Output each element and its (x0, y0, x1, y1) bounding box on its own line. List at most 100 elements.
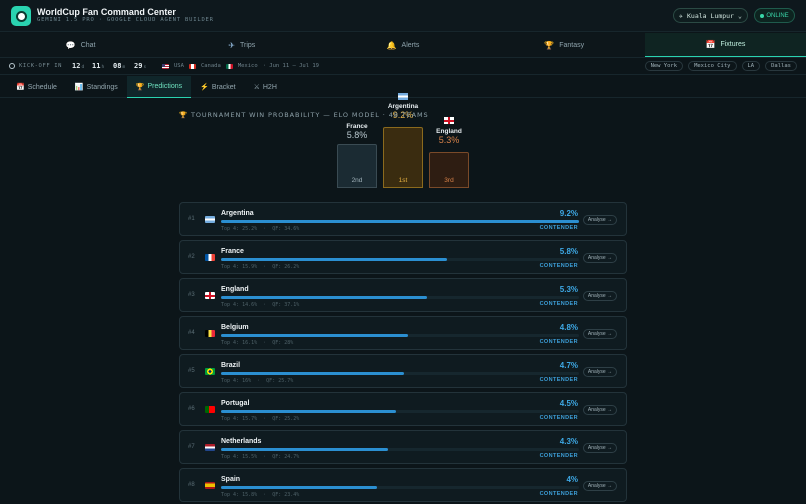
host-countries: USA Canada Mexico · Jun 11 – Jul 19 (162, 63, 319, 69)
probability-bar-track (221, 372, 579, 375)
team-rank: #6 (188, 406, 195, 412)
analyse-button[interactable]: Analyse → (583, 443, 617, 453)
tab-fixtures[interactable]: 📅 Fixtures (644, 33, 806, 57)
tournament-dates: · Jun 11 – Jul 19 (262, 63, 319, 69)
chat-icon: 💬 (65, 40, 76, 50)
bell-icon: 🔔 (386, 40, 397, 50)
subtab-label: Standings (86, 83, 118, 91)
analyse-button[interactable]: Analyse → (583, 291, 617, 301)
probability-bar-track (221, 334, 579, 337)
portugal-flag-icon (205, 406, 215, 413)
analyse-button[interactable]: Analyse → (583, 405, 617, 415)
subtab-label: H2H (262, 83, 277, 91)
team-rank: #5 (188, 368, 195, 374)
team-status-badge: CONTENDER (539, 415, 578, 421)
subtab-h2h[interactable]: ⚔ H2H (245, 76, 286, 98)
probability-bar-fill (221, 486, 377, 489)
app-subtitle: GEMINI 1.5 PRO · GOOGLE CLOUD AGENT BUIL… (37, 17, 214, 23)
team-win-probability: 9.2% (559, 209, 578, 218)
subtab-bracket[interactable]: ⚡ Bracket (191, 76, 244, 98)
city-dallas[interactable]: Dallas (765, 61, 797, 71)
airplane-icon: ✈ (228, 40, 235, 50)
team-name: Netherlands (221, 438, 262, 445)
podium-bar-third: 3rd (429, 152, 469, 188)
tab-label: Fixtures (720, 41, 746, 48)
tab-label: Chat (80, 41, 96, 49)
countdown-bar: KICK-OFF IN 12d 11h 08m 29s USA Canada M… (0, 59, 806, 75)
podium: France 5.8% 2nd Argentina 9.2% 1st Engla… (0, 0, 806, 200)
france-flag-icon (205, 254, 215, 261)
team-row: #1 Argentina 9.2% Top 4: 25.2% · QF: 34.6% C… (179, 202, 627, 236)
app-title: WorldCup Fan Command Center (37, 7, 176, 17)
subtab-label: Bracket (211, 83, 236, 91)
location-selector[interactable]: ✈ Kuala Lumpur ⌄ (673, 8, 748, 23)
countdown-days: 12d (72, 62, 85, 70)
podium-pct: 5.8% (346, 130, 368, 140)
soccer-ball-icon (9, 63, 15, 69)
probability-bar-fill (221, 372, 404, 375)
team-name: Belgium (221, 324, 249, 331)
subtab-label: Predictions (147, 83, 183, 90)
team-win-probability: 4.3% (559, 437, 578, 446)
probability-bar-track (221, 448, 579, 451)
probability-bar-track (221, 410, 579, 413)
team-win-probability: 5.8% (559, 247, 578, 256)
analyse-button[interactable]: Analyse → (583, 329, 617, 339)
spain-flag-icon (205, 482, 215, 489)
tab-fantasy[interactable]: 🏆 Fantasy (484, 33, 645, 57)
analyse-button[interactable]: Analyse → (583, 253, 617, 263)
analyse-button[interactable]: Analyse → (583, 481, 617, 491)
subtab-predictions[interactable]: 🏆 Predictions (126, 76, 192, 98)
probability-bar-track (221, 296, 579, 299)
trophy-icon: 🏆 (135, 83, 145, 91)
team-row: #7 Netherlands 4.3% Top 4: 15.5% · QF: 24.7… (179, 430, 627, 464)
team-odds-meta: Top 4: 15.5% · QF: 24.7% (221, 454, 300, 460)
city-mexico-city[interactable]: Mexico City (688, 61, 737, 71)
tab-alerts[interactable]: 🔔 Alerts (322, 33, 483, 57)
podium-first: Argentina 9.2% (383, 93, 423, 120)
probability-bar-track (221, 258, 579, 261)
team-name: France (221, 248, 244, 255)
team-odds-meta: Top 4: 16.1% · QF: 28% (221, 340, 294, 346)
england-flag-icon (205, 292, 215, 299)
podium-second: France 5.8% (337, 123, 377, 140)
mexico-flag-icon (225, 63, 233, 69)
podium-team-name: France (346, 123, 368, 130)
tab-trips[interactable]: ✈ Trips (161, 33, 322, 57)
host-usa: USA (174, 63, 184, 69)
subtab-standings[interactable]: 📊 Standings (66, 76, 127, 98)
team-name: Brazil (221, 362, 241, 369)
tab-label: Alerts (401, 41, 420, 49)
subtab-schedule[interactable]: 📅 Schedule (7, 76, 66, 98)
tab-chat[interactable]: 💬 Chat (0, 33, 161, 57)
team-odds-meta: Top 4: 15.9% · QF: 26.2% (221, 264, 300, 270)
canada-flag-icon (188, 63, 196, 69)
main-nav: 💬 Chat ✈ Trips 🔔 Alerts 🏆 Fantasy 📅 Fixtures (0, 33, 806, 58)
team-rank: #2 (188, 254, 195, 260)
team-status-badge: CONTENDER (539, 225, 578, 231)
city-la[interactable]: LA (741, 61, 761, 71)
team-odds-meta: Top 4: 25.2% · QF: 34.6% (221, 226, 300, 232)
chevron-down-icon: ⌄ (737, 11, 742, 20)
soccer-ball-logo-icon (11, 6, 31, 26)
probability-bar-fill (221, 258, 447, 261)
podium-third: England 5.3% (429, 117, 469, 145)
team-status-badge: CONTENDER (539, 301, 578, 307)
team-rank: #8 (188, 482, 195, 488)
team-odds-meta: Top 4: 14.6% · QF: 37.1% (221, 302, 300, 308)
app-header: WorldCup Fan Command Center GEMINI 1.5 P… (0, 0, 806, 32)
team-row: #2 France 5.8% Top 4: 15.9% · QF: 26.2% CONT… (179, 240, 627, 274)
team-status-badge: CONTENDER (539, 339, 578, 345)
team-win-probability: 4.8% (559, 323, 578, 332)
argentina-flag-icon (205, 216, 215, 223)
usa-flag-icon (162, 63, 169, 69)
team-win-probability: 5.3% (559, 285, 578, 294)
city-new-york[interactable]: New York (644, 61, 684, 71)
team-odds-meta: Top 4: 15.7% · QF: 25.2% (221, 416, 300, 422)
podium-place: 3rd (444, 177, 454, 184)
analyse-button[interactable]: Analyse → (583, 215, 617, 225)
analyse-button[interactable]: Analyse → (583, 367, 617, 377)
team-name: Argentina (221, 210, 254, 217)
airplane-icon: ✈ (679, 11, 684, 20)
section-title-text: TOURNAMENT WIN PROBABILITY — ELO MODEL ·… (190, 111, 429, 119)
